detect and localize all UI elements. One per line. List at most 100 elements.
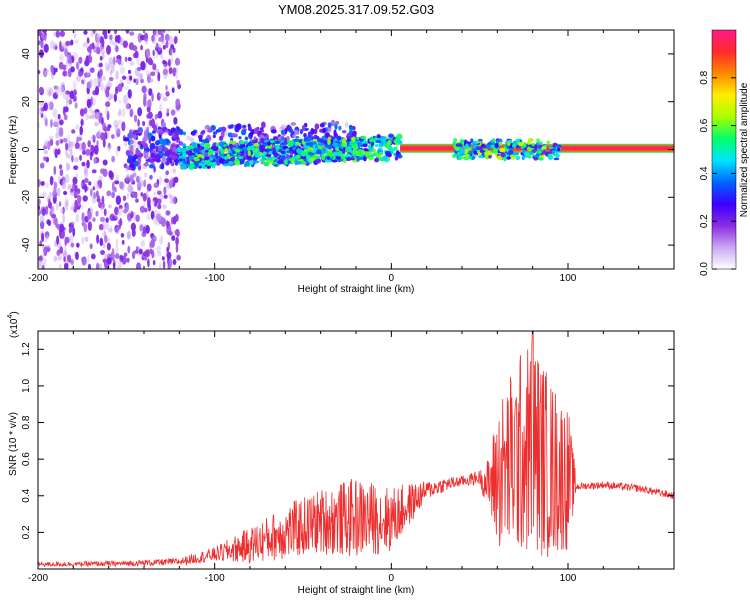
spectrogram-cell [147,57,153,66]
spectrogram-cell [119,66,126,74]
spectrogram-cell [103,208,107,217]
spectrogram-cell [168,179,173,189]
spectrogram-cell [157,71,161,82]
snr-xlabel: Height of straight line (km) [298,585,415,596]
spectrogram-cell [280,124,287,131]
spectrogram-cell [152,216,158,225]
colorbar: 0.0 0.2 0.4 0.6 0.8 Normalized spectral ampl… [699,29,750,276]
spectrogram-cell [78,71,84,76]
spectrogram-ylabel: Frequency (Hz) [8,116,19,185]
spectrogram-cell [53,255,58,262]
spectrogram-cell [98,201,102,209]
spectrogram-cell [506,156,511,160]
spectrogram-cell [166,251,172,260]
spectrogram-cell [301,161,307,165]
spectrogram-cell [105,87,110,98]
spectrogram-cell [75,61,80,70]
spectrogram-cell [240,129,247,136]
spectrogram-cell [100,49,106,55]
spectrogram-cell [123,137,130,142]
spectrogram-cell [103,34,108,40]
spectrogram-cell [222,163,229,167]
spectrogram-cell [228,161,234,165]
spectrogram-cell [98,223,104,231]
x-tick-label: -100 [205,573,225,584]
spectrogram-cell [327,139,331,145]
snr-multiplier-close: ) [9,311,20,314]
spectrogram-cell [159,93,164,98]
spectrogram-cell [89,154,93,161]
spectrogram-cell [384,150,391,157]
spectrogram-cell [85,148,91,156]
spectrogram-cell [64,236,68,247]
spectrogram-cell [498,141,503,146]
spectrogram-cell [306,157,311,163]
spectrogram-cell [52,108,58,118]
spectrogram-cell [81,161,86,167]
spectrogram-cell [341,130,347,134]
spectrogram-cell [137,140,143,146]
spectrogram-cell [63,114,68,121]
spectrogram-cell [96,32,101,38]
spectrogram-cell [115,58,121,64]
spectrogram-cell [131,250,136,260]
figure-title: YM08.2025.317.09.52.G03 [278,2,434,17]
spectrogram-cell [129,61,135,66]
spectrogram-cell [230,123,234,129]
spectrogram-cell [100,206,104,214]
spectrogram-cell [536,138,540,143]
spectrogram-cell [172,196,178,204]
spectrogram-cell [56,187,61,197]
spectrogram-cell [93,191,96,199]
spectrogram-cell [65,90,70,95]
spectrogram-cell [128,42,134,51]
spectrogram-cell [259,148,264,154]
spectrogram-cell [139,72,143,80]
spectrogram-cell [132,169,137,179]
spectrogram-cell [49,210,53,217]
spectrogram-cell [234,149,241,152]
spectrogram-cell [280,142,287,146]
spectrogram-cell [68,140,74,148]
spectrogram-cell [193,147,200,153]
spectrogram-cell [114,214,118,219]
spectrogram-cell [157,47,163,55]
spectrogram-cell [63,262,69,269]
spectrogram-cell [111,247,115,258]
spectrogram-cell [376,134,381,139]
spectrogram-cell [48,87,53,96]
spectrogram-cell [38,209,42,216]
spectrogram-cell [272,161,278,165]
spectrogram-cell [84,178,89,183]
spectrogram-cell [102,258,108,263]
spectrogram-cell [123,141,128,147]
spectrogram-cell [455,143,461,147]
spectrogram-cell [138,248,143,255]
spectrogram-cell [204,155,210,161]
spectrogram-cell [165,91,170,97]
spectrogram-cell [151,130,156,134]
spectrogram-cell [66,94,70,104]
spectrogram-cell [201,130,206,134]
spectrogram-cell [131,228,136,237]
spectrogram-cell [258,152,263,156]
x-tick-label: -200 [28,573,48,584]
spectrogram-cell [172,258,177,266]
spectrogram-cell [363,143,368,148]
spectrogram-cell [161,256,165,261]
spectrogram-cell [287,160,291,164]
spectrogram-cell [148,164,155,169]
spectrogram-cell [378,151,384,156]
spectrogram-cell [70,221,76,226]
spectrogram-cell [74,199,78,210]
spectrogram-cell [477,138,483,142]
spectrogram-cell [500,152,506,158]
spectrogram-cell [117,259,123,268]
spectrogram-cell [344,121,349,128]
spectrogram-cell [64,197,69,206]
spectrogram-cell [336,135,342,141]
spectrogram-cell [201,149,205,154]
spectrogram-cell [83,223,88,233]
spectrogram-cell [62,206,65,215]
spectrogram-cell [375,139,382,144]
